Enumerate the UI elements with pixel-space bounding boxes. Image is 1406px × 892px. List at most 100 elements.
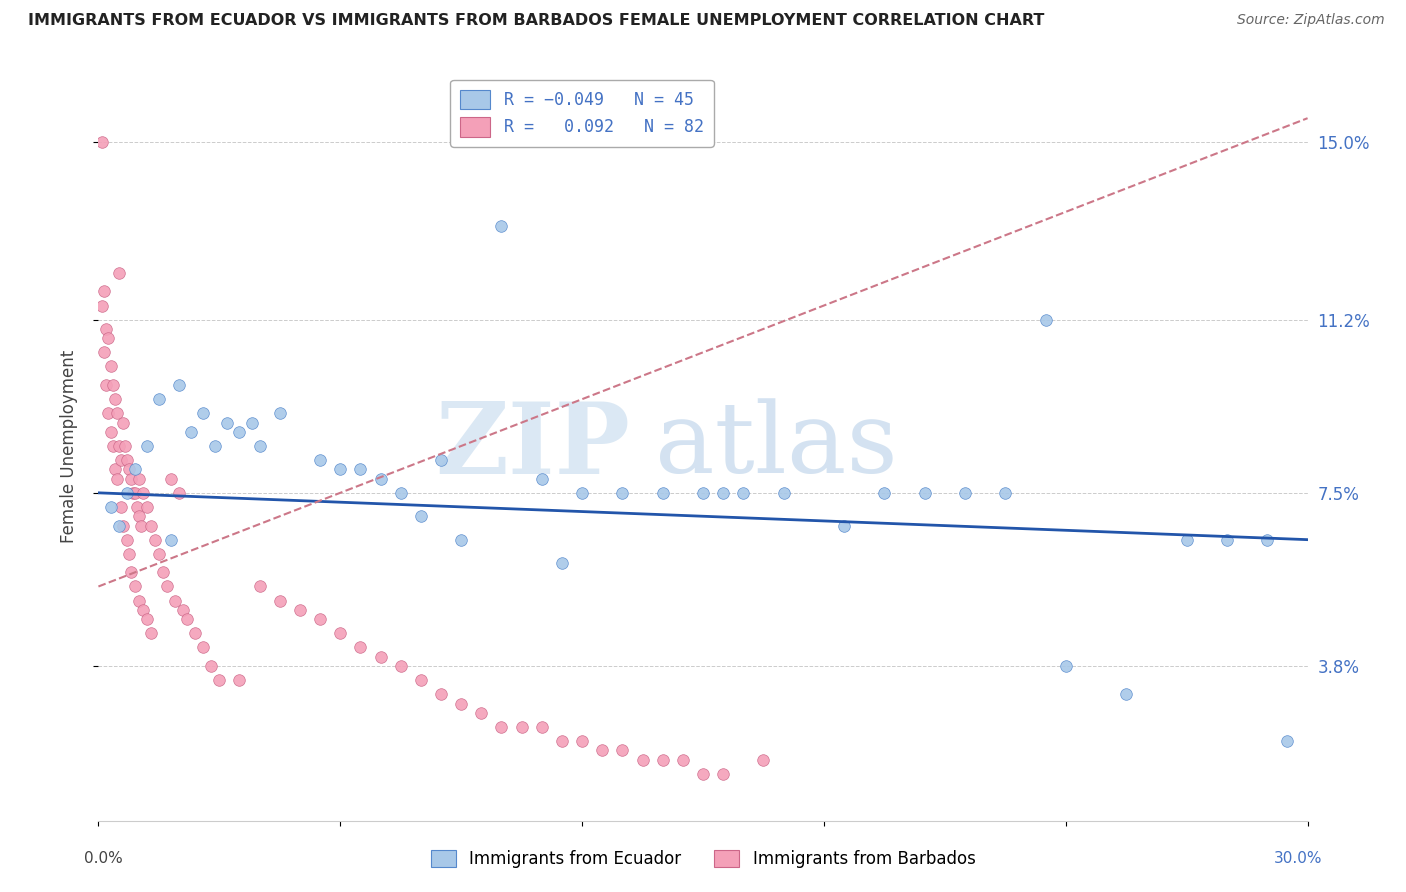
Point [124, 580, 146, 594]
Point [1054, 659, 1077, 673]
Point [692, 767, 714, 781]
Point [103, 462, 125, 476]
Point [118, 547, 141, 561]
Point [110, 500, 132, 514]
Point [873, 485, 896, 500]
Y-axis label: Female Unemployment: Female Unemployment [59, 350, 77, 542]
Point [132, 485, 155, 500]
Point [208, 673, 231, 688]
Point [110, 453, 132, 467]
Point [103, 392, 125, 407]
Point [370, 472, 392, 486]
Point [100, 500, 122, 514]
Point [184, 626, 207, 640]
Point [139, 518, 162, 533]
Text: atlas: atlas [655, 398, 897, 494]
Point [733, 485, 755, 500]
Point [228, 425, 250, 439]
Point [107, 439, 129, 453]
Point [128, 472, 150, 486]
Point [96, 378, 118, 392]
Point [692, 485, 714, 500]
Point [101, 378, 124, 392]
Point [121, 485, 143, 500]
Text: 0.0%: 0.0% [84, 851, 122, 865]
Point [100, 425, 122, 439]
Point [93, 285, 115, 299]
Point [491, 720, 513, 734]
Point [288, 603, 311, 617]
Point [430, 453, 453, 467]
Point [612, 485, 634, 500]
Point [128, 593, 150, 607]
Point [249, 580, 271, 594]
Point [349, 640, 371, 655]
Point [349, 462, 371, 476]
Point [167, 378, 190, 392]
Point [143, 533, 166, 547]
Point [115, 533, 138, 547]
Point [148, 392, 170, 407]
Point [450, 533, 472, 547]
Point [510, 720, 533, 734]
Point [105, 472, 128, 486]
Point [249, 439, 271, 453]
Text: IMMIGRANTS FROM ECUADOR VS IMMIGRANTS FROM BARBADOS FEMALE UNEMPLOYMENT CORRELAT: IMMIGRANTS FROM ECUADOR VS IMMIGRANTS FR… [28, 13, 1045, 29]
Point [994, 485, 1017, 500]
Point [129, 518, 152, 533]
Point [1175, 533, 1198, 547]
Point [612, 743, 634, 757]
Point [470, 706, 492, 720]
Point [329, 626, 352, 640]
Legend: R = −0.049   N = 45, R =   0.092   N = 82: R = −0.049 N = 45, R = 0.092 N = 82 [450, 79, 714, 146]
Point [409, 509, 432, 524]
Point [91, 299, 114, 313]
Point [551, 734, 574, 748]
Point [124, 462, 146, 476]
Point [152, 566, 174, 580]
Point [240, 416, 263, 430]
Point [1216, 533, 1239, 547]
Point [91, 135, 114, 149]
Point [115, 485, 138, 500]
Point [124, 485, 146, 500]
Text: ZIP: ZIP [436, 398, 630, 494]
Point [180, 425, 202, 439]
Point [105, 406, 128, 420]
Point [176, 612, 198, 626]
Point [139, 626, 162, 640]
Point [651, 753, 673, 767]
Point [97, 331, 120, 345]
Point [120, 566, 142, 580]
Point [172, 603, 194, 617]
Point [491, 219, 513, 233]
Point [160, 472, 183, 486]
Point [914, 485, 936, 500]
Point [772, 485, 794, 500]
Point [530, 720, 553, 734]
Point [93, 345, 115, 359]
Point [329, 462, 352, 476]
Point [551, 556, 574, 570]
Point [450, 697, 472, 711]
Point [132, 603, 155, 617]
Point [309, 612, 332, 626]
Point [409, 673, 432, 688]
Point [200, 659, 222, 673]
Point [430, 687, 453, 701]
Text: Source: ZipAtlas.com: Source: ZipAtlas.com [1237, 13, 1385, 28]
Point [1277, 734, 1299, 748]
Point [118, 462, 141, 476]
Point [135, 439, 157, 453]
Point [101, 439, 124, 453]
Point [269, 593, 291, 607]
Point [1035, 312, 1057, 326]
Point [193, 640, 215, 655]
Point [711, 485, 734, 500]
Point [114, 439, 136, 453]
Point [228, 673, 250, 688]
Point [160, 533, 183, 547]
Point [135, 612, 157, 626]
Point [115, 453, 138, 467]
Point [953, 485, 976, 500]
